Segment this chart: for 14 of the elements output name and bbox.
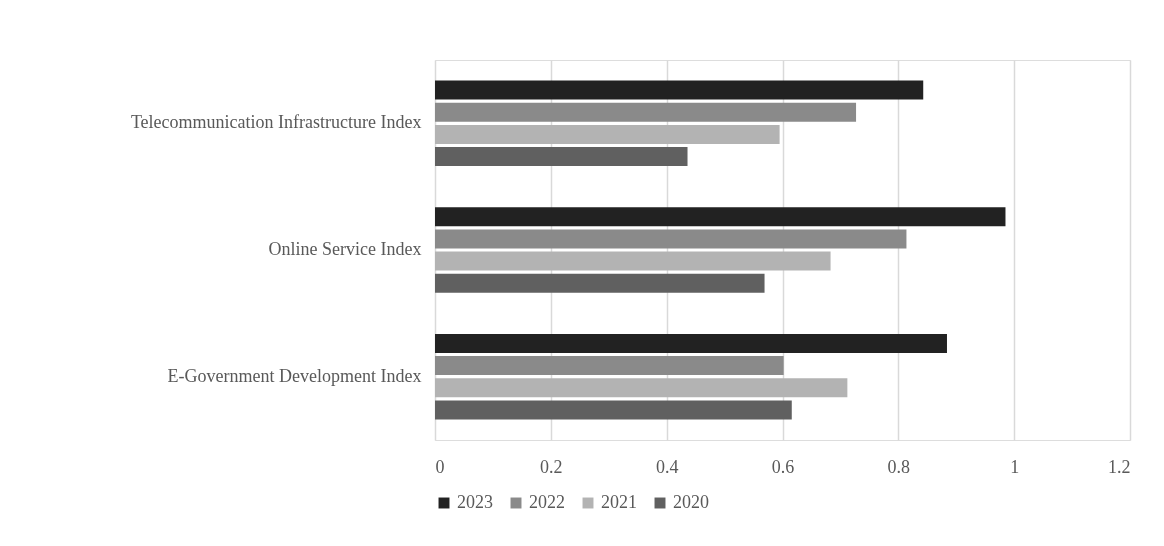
x-tick-label: 0 (435, 456, 445, 477)
legend-label: 2023 (457, 492, 493, 512)
x-tick-label: 1 (1010, 456, 1020, 477)
y-tick-label: E-Government Development Index (167, 365, 422, 386)
legend-label: 2020 (673, 492, 709, 512)
legend-label: 2021 (601, 492, 637, 512)
x-tick-label: 0.6 (771, 456, 795, 477)
x-tick-label: 0.4 (655, 456, 679, 477)
y-tick-label: Telecommunication Infrastructure Index (130, 112, 422, 133)
x-tick-label: 0.2 (540, 456, 563, 477)
x-tick-label: 1.2 (1108, 456, 1131, 477)
y-tick-label: Online Service Index (268, 239, 422, 259)
x-tick-label: 0.8 (887, 456, 911, 477)
legend-label: 2022 (529, 492, 565, 512)
